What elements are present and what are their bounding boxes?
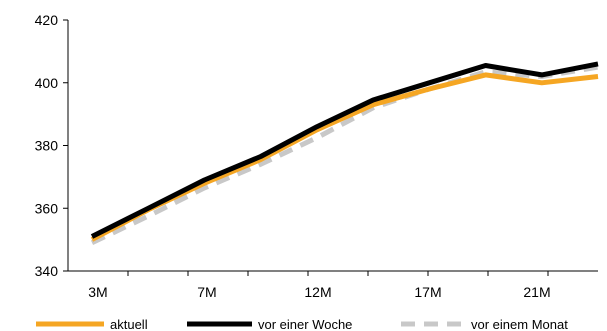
series-line-1 bbox=[90, 61, 599, 239]
legend-label-2: vor einem Monat bbox=[471, 317, 568, 331]
legend-label-1: vor einer Woche bbox=[258, 317, 352, 331]
x-tick-label: 3M bbox=[88, 284, 107, 300]
legend: aktuell vor einer Woche vor einem Monat bbox=[36, 317, 568, 331]
x-tick-label: 17M bbox=[414, 284, 441, 300]
y-tick-label: 420 bbox=[35, 12, 59, 28]
axes: 340 360 380 400 420 3M 7M 12M 17M 21M bbox=[35, 12, 598, 300]
y-tick-label: 400 bbox=[35, 75, 59, 91]
y-tick-label: 360 bbox=[35, 200, 59, 216]
x-tick-label: 7M bbox=[197, 284, 216, 300]
x-tick-label: 21M bbox=[523, 284, 550, 300]
series-line-0 bbox=[90, 72, 599, 242]
x-tick-label: 12M bbox=[304, 284, 331, 300]
y-tick-label: 380 bbox=[35, 138, 59, 154]
y-tick-label: 340 bbox=[35, 263, 59, 279]
legend-label-0: aktuell bbox=[110, 317, 148, 331]
series-line-2 bbox=[90, 64, 599, 246]
plot-area bbox=[90, 61, 599, 246]
